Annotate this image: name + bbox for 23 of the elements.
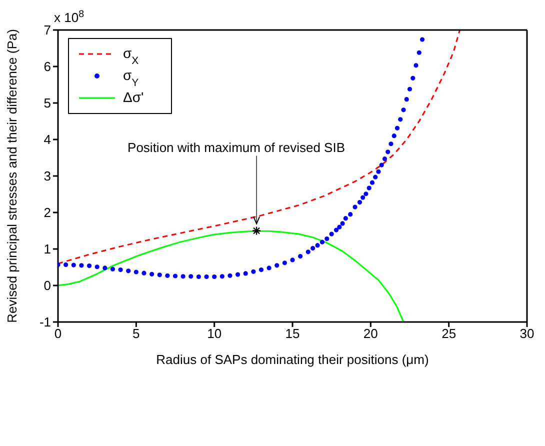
legend-label: Δσ' — [123, 89, 144, 105]
x-tick-label: 15 — [285, 326, 300, 342]
x-tick-label: 25 — [442, 326, 456, 342]
y-tick-label: 5 — [44, 96, 51, 111]
y-tick-label: 1 — [44, 242, 51, 257]
x-tick-label: 0 — [54, 326, 62, 342]
y-tick-label: 2 — [44, 205, 51, 220]
y-tick-label: 0 — [44, 278, 51, 294]
y-tick-label: 6 — [44, 59, 51, 74]
text: x 10$^{8}$ — [54, 8, 84, 25]
y-tick-label: 4 — [44, 132, 51, 148]
x-tick-label: 20 — [363, 326, 378, 342]
legend-label: σ$_{X}$ — [123, 45, 139, 67]
y-tick-label: 7 — [44, 22, 51, 38]
x-axis-title: Radius of SAPs dominating their positions (μm) — [156, 352, 429, 367]
y-axis-title: Revised principal stresses and their difference (Pa) — [4, 29, 20, 323]
x-tick-label: 10 — [207, 326, 222, 342]
annotation: Position with maximum of revised SIB — [128, 140, 346, 155]
legend-label: σ$_{Y}$ — [123, 67, 139, 89]
x-tick-label: 30 — [520, 326, 534, 342]
y-tick-label: -1 — [39, 314, 51, 330]
y-tick-label: 3 — [44, 168, 51, 184]
x-tick-label: 5 — [132, 326, 140, 342]
